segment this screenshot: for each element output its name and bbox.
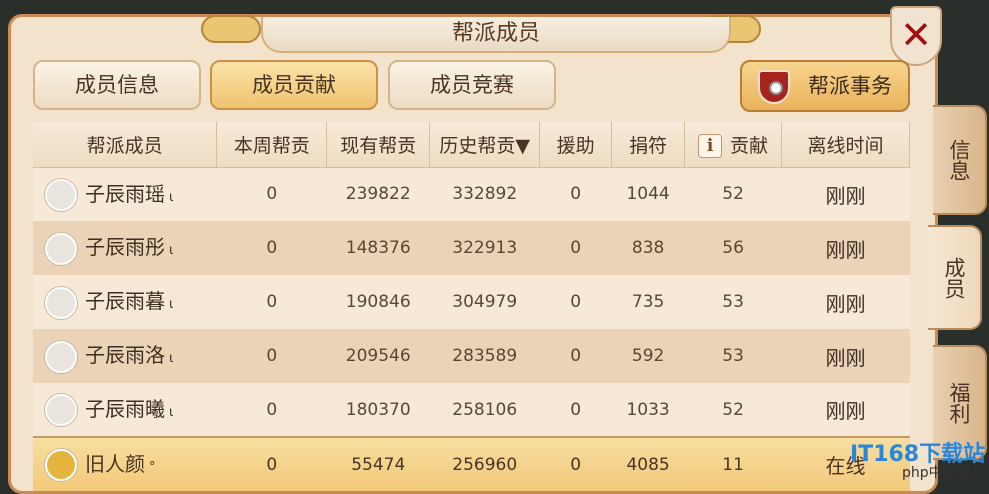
cell-current: 209546 [326, 329, 430, 383]
cell-offline: 刚刚 [781, 275, 910, 329]
avatar[interactable] [45, 340, 77, 373]
close-button[interactable]: ✕ [890, 6, 942, 66]
header-contrib[interactable]: i 贡献 [684, 122, 783, 168]
cell-week: 0 [216, 436, 327, 491]
cell-contrib: 52 [684, 167, 782, 221]
table-row[interactable]: 旧人颜 ° 0 55474 256960 0 4085 11 在线 [33, 436, 910, 491]
member-name: 旧人颜 [85, 451, 145, 476]
cell-donate: 1044 [611, 167, 685, 221]
member-name-cell: 子辰雨暮 ι [33, 275, 217, 329]
cell-donate: 592 [611, 329, 685, 383]
header-current[interactable]: 现有帮贡 [326, 122, 431, 168]
cell-current: 148376 [326, 221, 430, 275]
cell-offline: 刚刚 [781, 329, 910, 383]
cell-offline: 刚刚 [781, 167, 910, 221]
table-row[interactable]: 子辰雨洛 ι 0 209546 283589 0 592 53 刚刚 [33, 329, 910, 383]
member-level: ι [169, 297, 174, 313]
avatar[interactable] [45, 394, 77, 427]
header-offline[interactable]: 离线时间 [781, 122, 910, 168]
member-name: 子辰雨彤 [85, 235, 165, 260]
cell-week: 0 [216, 221, 327, 275]
cell-history: 258106 [429, 383, 540, 437]
member-name: 子辰雨曦 [85, 396, 165, 421]
cell-contrib: 11 [684, 436, 782, 491]
header-history[interactable]: 历史帮贡▼ [429, 122, 541, 168]
watermark: IT168下载站 [850, 442, 986, 467]
cell-offline: 刚刚 [781, 221, 910, 275]
cell-history: 304979 [429, 275, 540, 329]
table-row[interactable]: 子辰雨彤 ι 0 148376 322913 0 838 56 刚刚 [33, 221, 910, 275]
member-name-cell: 旧人颜 ° [33, 436, 217, 491]
avatar[interactable] [45, 179, 77, 211]
table-row[interactable]: 子辰雨瑶 ι 0 239822 332892 0 1044 52 刚刚 [33, 167, 910, 221]
table-row[interactable]: 子辰雨暮 ι 0 190846 304979 0 735 53 刚刚 [33, 275, 910, 329]
cloud-ornament [201, 15, 261, 43]
cell-aid: 0 [539, 167, 612, 221]
guild-affairs-label: 帮派事务 [808, 74, 892, 98]
cell-current: 239822 [326, 167, 430, 221]
cell-offline: 在线 [781, 436, 910, 491]
guild-affairs-button[interactable]: 帮派事务 [740, 60, 910, 112]
cell-donate: 735 [611, 275, 685, 329]
header-contrib-label: 贡献 [730, 134, 769, 157]
cell-donate: 4085 [611, 436, 685, 491]
cell-history: 322913 [429, 221, 540, 275]
cell-current: 180370 [326, 383, 430, 437]
member-name-cell: 子辰雨洛 ι [33, 329, 217, 383]
side-tab-members[interactable]: 成员 [928, 225, 982, 330]
cell-week: 0 [216, 275, 327, 329]
tab-member-info[interactable]: 成员信息 [33, 60, 201, 110]
cell-aid: 0 [539, 221, 612, 275]
cell-history: 256960 [429, 436, 540, 491]
cell-aid: 0 [539, 436, 612, 491]
tab-member-competition[interactable]: 成员竞赛 [388, 60, 556, 110]
cell-current: 190846 [326, 275, 430, 329]
member-level: ι [169, 351, 174, 367]
cell-aid: 0 [539, 275, 612, 329]
header-aid[interactable]: 援助 [539, 122, 613, 168]
table-row[interactable]: 子辰雨曦 ι 0 180370 258106 0 1033 52 刚刚 [33, 383, 910, 437]
avatar[interactable] [45, 286, 77, 319]
member-name: 子辰雨瑶 [85, 181, 165, 206]
side-tab-info[interactable]: 信息 [933, 105, 987, 215]
member-level: ° [149, 459, 156, 475]
cell-history: 332892 [429, 167, 540, 221]
cell-donate: 1033 [611, 383, 685, 437]
member-level: ι [169, 404, 174, 420]
member-name-cell: 子辰雨曦 ι [33, 383, 217, 437]
page-title: 帮派成员 [261, 17, 731, 53]
header-member[interactable]: 帮派成员 [33, 122, 218, 168]
cell-current: 55474 [326, 436, 430, 491]
member-level: ι [169, 243, 174, 259]
cell-contrib: 53 [684, 329, 782, 383]
member-name: 子辰雨暮 [85, 289, 165, 314]
cell-contrib: 53 [684, 275, 782, 329]
banner-shield-icon [758, 70, 790, 104]
member-name: 子辰雨洛 [85, 343, 165, 368]
cell-offline: 刚刚 [781, 383, 910, 437]
members-table: 帮派成员 本周帮贡 现有帮贡 历史帮贡▼ 援助 捐符 i 贡献 离线时间 子辰雨瑶… [33, 122, 910, 491]
cell-aid: 0 [539, 329, 612, 383]
header-week[interactable]: 本周帮贡 [216, 122, 328, 168]
avatar[interactable] [45, 232, 77, 265]
cell-contrib: 56 [684, 221, 782, 275]
cell-week: 0 [216, 383, 327, 437]
member-name-cell: 子辰雨瑶 ι [33, 167, 217, 221]
side-tab-welfare[interactable]: 福利 [933, 345, 987, 460]
member-name-cell: 子辰雨彤 ι [33, 221, 217, 275]
watermark: php中文网 [902, 465, 971, 481]
avatar[interactable] [45, 449, 77, 482]
cell-week: 0 [216, 329, 327, 383]
cell-contrib: 52 [684, 383, 782, 437]
cell-history: 283589 [429, 329, 540, 383]
info-icon[interactable]: i [698, 134, 723, 158]
header-donate[interactable]: 捐符 [611, 122, 686, 168]
cell-donate: 838 [611, 221, 685, 275]
tab-member-contribution[interactable]: 成员贡献 [210, 60, 378, 110]
cell-aid: 0 [539, 383, 612, 437]
member-level: ι [169, 189, 174, 205]
cell-week: 0 [216, 167, 327, 221]
